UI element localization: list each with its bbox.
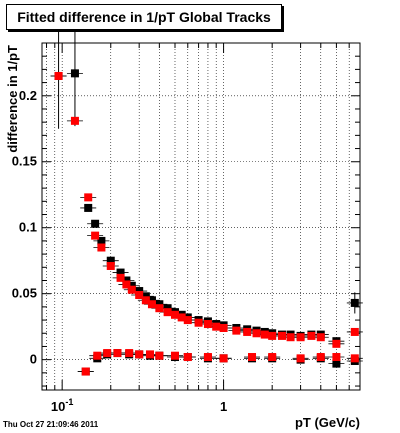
red-marker <box>106 261 115 270</box>
chart-title: Fitted difference in 1/pT Global Tracks <box>6 4 282 30</box>
red-marker <box>81 367 90 376</box>
red-marker <box>122 280 131 289</box>
red-marker <box>116 273 125 282</box>
red-marker <box>141 296 150 305</box>
data-points <box>54 69 359 376</box>
red-marker <box>232 326 241 335</box>
x-tick-label: 10-1 <box>51 397 73 414</box>
black-marker <box>91 219 100 228</box>
red-marker <box>70 116 79 125</box>
black-marker <box>97 236 106 245</box>
red-marker <box>350 354 359 363</box>
red-marker <box>332 339 341 348</box>
red-marker <box>219 323 228 332</box>
tick-labels: 10-1 1 0 0.05 0.1 0.15 0.2 <box>12 88 228 414</box>
y-tick-label: 0.05 <box>12 286 37 301</box>
red-marker <box>260 330 269 339</box>
red-marker <box>219 354 228 363</box>
red-marker <box>268 353 277 362</box>
red-marker <box>103 349 112 358</box>
red-marker <box>316 333 325 342</box>
red-marker <box>203 353 212 362</box>
red-marker <box>296 354 305 363</box>
black-marker <box>332 359 341 368</box>
plot-frame <box>41 42 361 391</box>
red-marker <box>170 310 179 319</box>
black-marker <box>84 203 93 212</box>
red-marker <box>135 350 144 359</box>
black-marker <box>350 298 359 307</box>
red-marker <box>135 291 144 300</box>
red-marker <box>277 331 286 340</box>
x-tick-label: 1 <box>220 399 227 414</box>
y-tick-label: 0.15 <box>12 154 37 169</box>
red-marker <box>93 351 102 360</box>
red-marker <box>113 349 122 358</box>
x-axis-label: pT (GeV/c) <box>295 415 360 430</box>
red-marker <box>307 331 316 340</box>
red-marker <box>286 333 295 342</box>
red-marker <box>147 300 156 309</box>
black-marker <box>106 256 115 265</box>
red-marker <box>177 313 186 322</box>
red-marker <box>54 71 63 80</box>
red-marker <box>155 351 164 360</box>
red-marker <box>163 308 172 317</box>
red-marker <box>316 353 325 362</box>
red-marker <box>170 351 179 360</box>
red-marker <box>97 243 106 252</box>
y-tick-label: 0.2 <box>19 88 37 103</box>
red-marker <box>248 353 257 362</box>
red-marker <box>183 353 192 362</box>
red-marker <box>268 331 277 340</box>
red-marker <box>155 304 164 313</box>
black-marker <box>70 69 79 78</box>
red-marker <box>125 349 134 358</box>
red-marker <box>145 350 154 359</box>
red-marker <box>350 327 359 336</box>
black-marker <box>116 268 125 277</box>
red-marker <box>252 329 261 338</box>
grid-lines <box>42 43 361 390</box>
red-marker <box>332 353 341 362</box>
red-marker <box>91 231 100 240</box>
axis-ticks <box>42 42 361 390</box>
red-marker <box>296 333 305 342</box>
y-tick-label: 0 <box>30 352 37 367</box>
red-marker <box>212 322 221 331</box>
red-marker <box>203 320 212 329</box>
y-axis-label: difference in 1/pT <box>5 45 20 153</box>
y-tick-label: 0.1 <box>19 220 37 235</box>
timestamp: Thu Oct 27 21:09:46 2011 <box>3 420 99 429</box>
red-marker <box>183 316 192 325</box>
red-marker <box>194 318 203 327</box>
red-marker <box>127 285 136 294</box>
red-marker <box>243 327 252 336</box>
red-marker <box>84 193 93 202</box>
